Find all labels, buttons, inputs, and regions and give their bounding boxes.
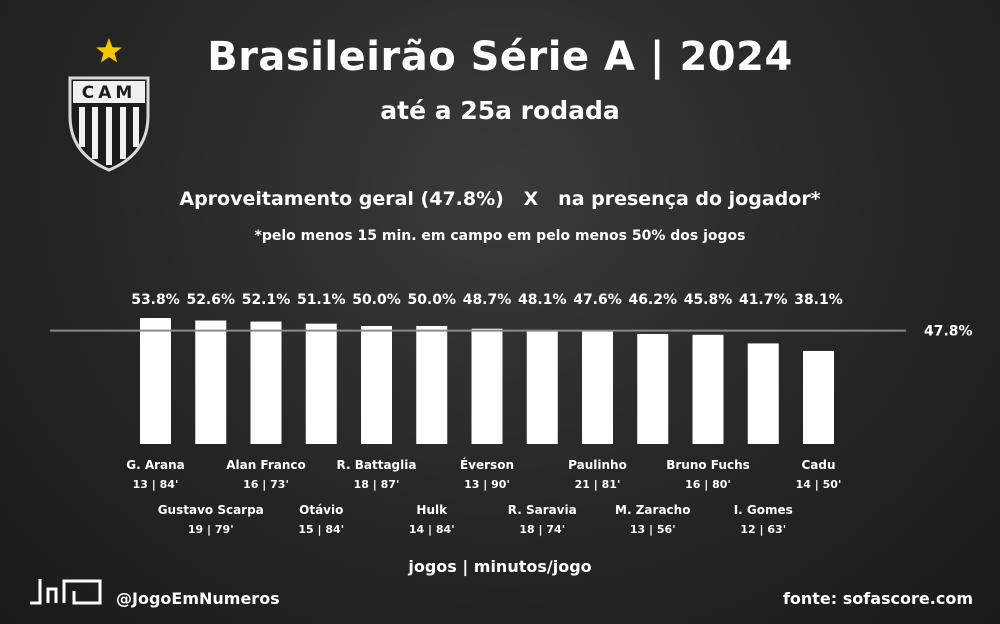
bar [250,321,282,444]
player-stats-label: 12 | 63' [740,523,786,536]
bar-value-label: 47.6% [573,292,622,308]
bar-value-label: 48.1% [518,292,567,308]
player-stats-label: 18 | 74' [519,523,565,536]
player-name-label: I. Gomes [734,503,793,517]
player-name-label: Cadu [801,458,835,472]
star-icon [96,38,122,63]
player-name-label: Paulinho [568,458,627,472]
bar [416,325,448,444]
player-name-label: Hulk [416,503,448,517]
bar-value-label: 41.7% [739,292,788,308]
bar [471,328,503,444]
bar-value-label: 48.7% [463,292,512,308]
bar [195,320,227,444]
player-stats-label: 18 | 87' [354,478,400,491]
chart-subheading: *pelo menos 15 min. em campo em pelo men… [254,228,746,244]
player-stats-label: 13 | 90' [464,478,510,491]
page-subtitle: até a 25a rodada [380,96,620,125]
player-name-label: Alan Franco [226,458,306,472]
bar-value-label: 50.0% [407,292,456,308]
source-note: fonte: sofascore.com [782,589,973,608]
bar [305,323,337,444]
player-name-label: Éverson [460,457,514,472]
bar [637,333,669,444]
player-stats-label: 14 | 84' [409,523,455,536]
logo-text: CAM [82,83,137,103]
player-stats-label: 16 | 80' [685,478,731,491]
bar-value-label: 38.1% [794,292,843,308]
player-stats-label: 14 | 50' [796,478,842,491]
bar-value-label: 53.8% [131,292,180,308]
axis-note: jogos | minutos/jogo [408,557,592,576]
bar-value-label: 46.2% [628,292,677,308]
player-stats-label: 13 | 84' [133,478,179,491]
reference-label: 47.8% [924,324,973,340]
bar [361,325,392,444]
player-name-label: Otávio [299,503,343,517]
bar-value-label: 51.1% [297,292,346,308]
player-name-label: M. Zaracho [615,503,690,517]
player-name-label: Gustavo Scarpa [158,503,264,517]
player-name-label: R. Battaglia [337,458,417,472]
bar [803,350,834,444]
brand-logo [28,575,104,607]
player-name-label: Bruno Fuchs [666,458,750,472]
social-handle: @JogoEmNumeros [116,589,280,608]
player-name-label: G. Arana [126,458,185,472]
player-stats-label: 13 | 56' [630,523,676,536]
player-stats-label: 16 | 73' [243,478,289,491]
chart-heading: Aproveitamento geral (47.8%) X na presen… [179,188,821,210]
bar-value-label: 52.1% [242,292,291,308]
player-name-label: R. Saravia [508,503,577,517]
bar [692,334,724,444]
bar-value-label: 52.6% [186,292,235,308]
bar-value-label: 50.0% [352,292,401,308]
player-stats-label: 15 | 84' [298,523,344,536]
bar [582,331,613,444]
page-title: Brasileirão Série A | 2024 [207,34,793,80]
player-stats-label: 21 | 81' [575,478,621,491]
bar-value-label: 45.8% [684,292,733,308]
club-logo: CAM [62,36,158,172]
bar [747,343,779,444]
bar [526,329,558,444]
bar [140,318,171,444]
player-stats-label: 19 | 79' [188,523,234,536]
